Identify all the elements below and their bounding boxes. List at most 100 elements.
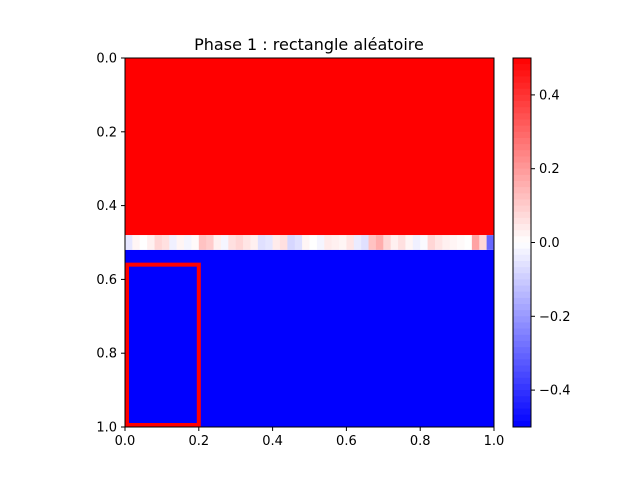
colorbar-segment [513,181,531,188]
boundary-cell [449,235,458,250]
boundary-cell [228,235,236,250]
boundary-cell [427,235,436,250]
boundary-cell [184,235,192,250]
boundary-cell [250,235,259,250]
x-axis: 0.0 0.2 0.4 0.6 0.8 1.0 [115,427,505,449]
boundary-cell [339,235,347,250]
colorbar-segment [513,279,531,286]
boundary-cell [139,235,148,250]
colorbar-segment [513,334,531,342]
colorbar-segment [513,328,531,336]
colorbar: 0.4 0.2 0.0 −0.2 −0.4 [512,57,571,428]
colorbar-segment [513,193,531,200]
boundary-cell [198,235,207,250]
colorbar-segment [513,168,531,176]
colorbar-segment [513,156,531,163]
colorbar-segment [513,371,531,379]
colorbar-segment [513,101,531,108]
colorbar-segment [513,347,531,354]
colorbar-segment [513,199,531,206]
boundary-cell [361,235,369,250]
heatmap-region-0 [125,58,494,236]
colorbar-segment [513,248,531,256]
colorbar-segment [513,150,531,157]
colorbar-segment [513,408,531,416]
colorbar-segment [513,390,531,397]
boundary-cell [132,235,141,250]
boundary-cell [154,235,163,250]
colorbar-segment [513,304,531,311]
colorbar-segment [513,340,531,348]
boundary-cell [398,235,406,250]
colorbar-segment [513,162,531,170]
y-tick-label: 0.4 [96,199,117,214]
colorbar-segment [513,107,531,114]
colorbar-segment [513,76,531,83]
boundary-cell [191,235,200,250]
boundary-cell [368,235,377,250]
colorbar-segment [513,383,531,391]
y-tick-label: 1.0 [96,421,117,436]
x-tick-label: 0.0 [115,434,136,449]
boundary-cell [457,235,465,250]
colorbar-segment [513,217,531,225]
boundary-cell [176,235,185,250]
plot-area [124,57,495,428]
boundary-cell [471,235,480,250]
x-tick-label: 0.8 [410,434,431,449]
colorbar-segment [513,131,531,139]
boundary-cell [442,235,451,250]
y-tick-label: 0.6 [96,273,117,288]
colorbar-segment [513,359,531,366]
boundary-cell [346,235,355,250]
chart-title: Phase 1 : rectangle aléatoire [194,35,424,54]
boundary-cell [383,235,391,250]
colorbar-segment [513,224,531,231]
colorbar-segment [513,322,531,329]
y-tick-label: 0.0 [96,52,117,67]
boundary-cell [353,235,362,250]
colorbar-segment [513,137,531,145]
boundary-cell [235,235,244,250]
boundary-cell [169,235,177,250]
colorbar-segment [513,414,531,422]
colorbar-tick-label: −0.2 [539,310,571,325]
x-tick-label: 0.2 [188,434,209,449]
colorbar-segment [513,187,531,194]
colorbar-segment [513,396,531,403]
y-tick-label: 0.8 [96,347,117,362]
colorbar-segment [513,310,531,317]
colorbar-segment [513,242,531,250]
colorbar-segment [513,377,531,385]
boundary-cell [243,235,251,250]
colorbar-segment [513,205,531,213]
plot-frame [124,57,495,428]
colorbar-tick-label: 0.2 [539,162,560,177]
boundary-cell [220,235,229,250]
boundary-cell [324,235,332,250]
colorbar-segment [513,119,531,127]
colorbar-segment [513,297,531,305]
colorbar-segment [513,113,531,120]
boundary-cell [125,235,133,250]
boundary-cell [412,235,421,250]
colorbar-segment [513,260,531,268]
colorbar-tick-label: 0.4 [539,88,560,103]
colorbar-segment [513,420,531,428]
colorbar-segment [513,94,531,102]
boundary-cell [272,235,281,250]
boundary-cell [390,235,399,250]
boundary-cell [309,235,318,250]
colorbar-segment [513,402,531,409]
colorbar-tick-label: −0.4 [539,384,571,399]
heatmap-region-1 [125,249,494,427]
colorbar-segment [513,285,531,293]
colorbar-segment [513,291,531,299]
colorbar-segment [513,236,531,243]
colorbar-segment [513,88,531,96]
x-tick-label: 1.0 [484,434,505,449]
colorbar-segment [513,82,531,90]
boundary-cell [279,235,288,250]
colorbar-segment [513,353,531,360]
